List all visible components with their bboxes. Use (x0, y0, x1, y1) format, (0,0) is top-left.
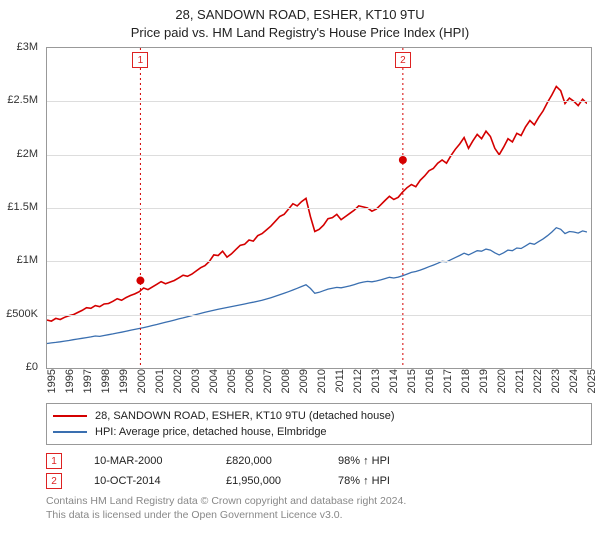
gridline (47, 315, 591, 316)
legend-label: 28, SANDOWN ROAD, ESHER, KT10 9TU (detac… (95, 410, 395, 422)
legend-row: 28, SANDOWN ROAD, ESHER, KT10 9TU (detac… (53, 408, 585, 424)
transaction-price: £820,000 (226, 455, 306, 467)
x-tick-label: 2002 (172, 369, 184, 393)
y-tick-label: £1.5M (7, 201, 38, 213)
transactions-table: 1 10-MAR-2000 £820,000 98% ↑ HPI 2 10-OCT-201… (46, 451, 592, 491)
address-title: 28, SANDOWN ROAD, ESHER, KT10 9TU (8, 6, 592, 24)
x-tick-label: 2017 (442, 369, 454, 393)
x-tick-label: 2013 (370, 369, 382, 393)
x-tick-label: 2010 (316, 369, 328, 393)
x-tick-label: 2000 (136, 369, 148, 393)
x-tick-label: 2019 (478, 369, 490, 393)
x-tick-label: 2009 (298, 369, 310, 393)
chart-container: £0£500K£1M£1.5M£2M£2.5M£3M 12 (8, 47, 592, 367)
x-tick-label: 2021 (514, 369, 526, 393)
transaction-row: 2 10-OCT-2014 £1,950,000 78% ↑ HPI (46, 471, 592, 491)
x-tick-label: 2020 (496, 369, 508, 393)
legend-swatch (53, 431, 87, 433)
x-tick-label: 1997 (82, 369, 94, 393)
transaction-marker-badge: 1 (132, 52, 148, 68)
x-tick-label: 2024 (568, 369, 580, 393)
y-tick-label: £2M (17, 148, 38, 160)
x-tick-label: 2022 (532, 369, 544, 393)
x-axis: 1995 1996 1997 1998 1999 2000 2001 2002 2003 2004… (46, 367, 592, 401)
x-tick-label: 2007 (262, 369, 274, 393)
transaction-delta: 78% ↑ HPI (338, 475, 390, 487)
attribution: Contains HM Land Registry data © Crown c… (46, 495, 592, 522)
transaction-badge: 2 (46, 473, 62, 489)
x-tick-label: 2023 (550, 369, 562, 393)
subject-line (47, 86, 587, 321)
x-tick-label: 1995 (46, 369, 58, 393)
x-tick-label: 2016 (424, 369, 436, 393)
transaction-date: 10-MAR-2000 (94, 455, 194, 467)
transaction-marker-dot (399, 156, 407, 164)
gridline (47, 261, 591, 262)
x-tick-label: 1999 (118, 369, 130, 393)
transaction-badge: 1 (46, 453, 62, 469)
chart-subtitle: Price paid vs. HM Land Registry's House … (8, 24, 592, 42)
legend-row: HPI: Average price, detached house, Elmb… (53, 424, 585, 440)
x-tick-label: 2001 (154, 369, 166, 393)
x-tick-label: 2005 (226, 369, 238, 393)
x-tick-label: 2004 (208, 369, 220, 393)
transaction-delta: 98% ↑ HPI (338, 455, 390, 467)
y-tick-label: £500K (6, 308, 38, 320)
transaction-price: £1,950,000 (226, 475, 306, 487)
gridline (47, 101, 591, 102)
y-tick-label: £2.5M (7, 94, 38, 106)
y-tick-label: £1M (17, 254, 38, 266)
transaction-row: 1 10-MAR-2000 £820,000 98% ↑ HPI (46, 451, 592, 471)
plot-area: 12 (46, 47, 592, 369)
transaction-marker-dot (136, 277, 144, 285)
x-tick-label: 1996 (64, 369, 76, 393)
attribution-line-1: Contains HM Land Registry data © Crown c… (46, 495, 592, 509)
legend-label: HPI: Average price, detached house, Elmb… (95, 426, 327, 438)
legend: 28, SANDOWN ROAD, ESHER, KT10 9TU (detac… (46, 403, 592, 445)
transaction-marker-badge: 2 (395, 52, 411, 68)
y-tick-label: £0 (26, 361, 38, 373)
y-tick-label: £3M (17, 41, 38, 53)
x-tick-label: 2006 (244, 369, 256, 393)
x-tick-label: 2011 (334, 369, 346, 393)
transaction-date: 10-OCT-2014 (94, 475, 194, 487)
legend-swatch (53, 415, 87, 417)
x-tick-label: 2015 (406, 369, 418, 393)
x-tick-label: 2003 (190, 369, 202, 393)
x-tick-label: 2025 (586, 369, 598, 393)
hpi-line (47, 228, 587, 344)
gridline (47, 208, 591, 209)
attribution-line-2: This data is licensed under the Open Gov… (46, 509, 592, 523)
gridline (47, 155, 591, 156)
x-tick-label: 2012 (352, 369, 364, 393)
x-tick-label: 2014 (388, 369, 400, 393)
x-tick-label: 1998 (100, 369, 112, 393)
x-tick-label: 2018 (460, 369, 472, 393)
x-tick-label: 2008 (280, 369, 292, 393)
